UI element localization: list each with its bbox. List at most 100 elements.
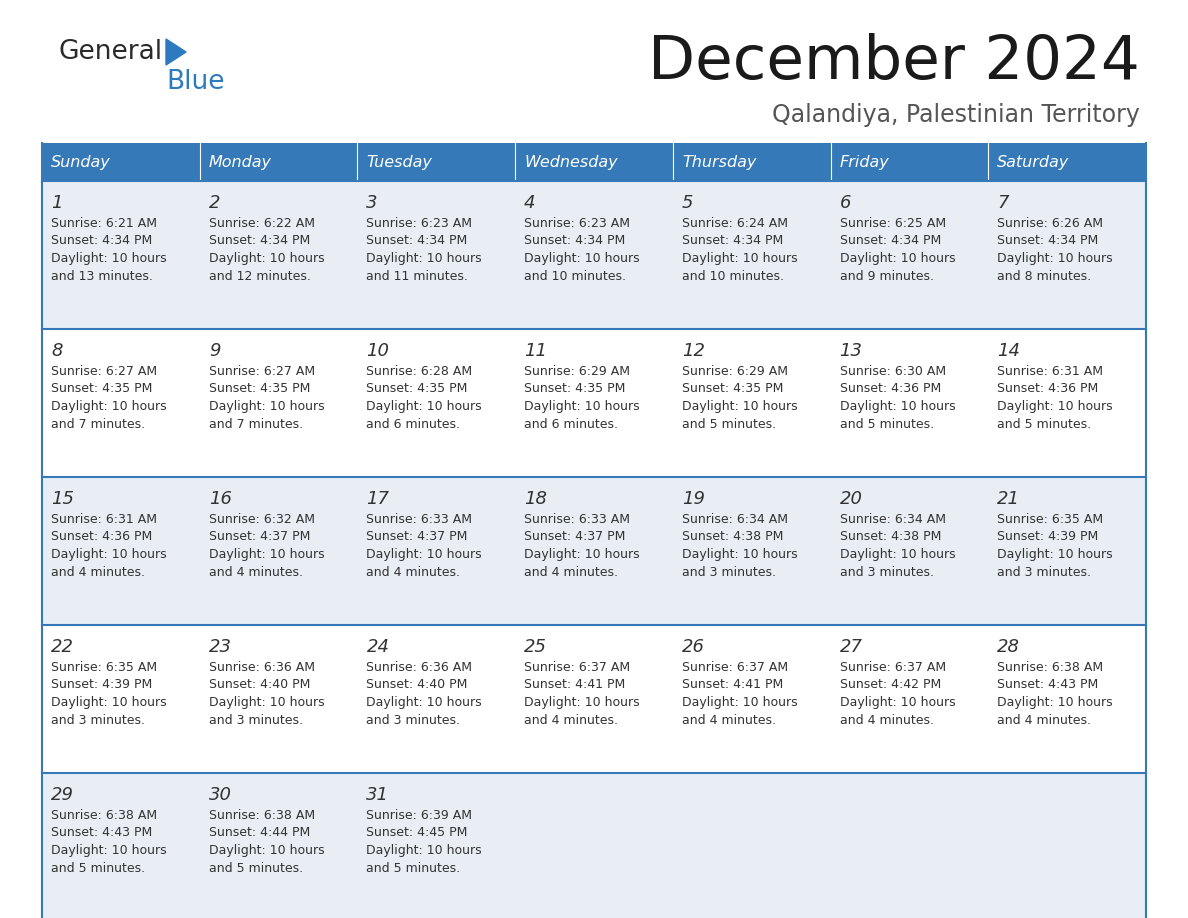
- Text: and 3 minutes.: and 3 minutes.: [682, 565, 776, 578]
- Text: and 4 minutes.: and 4 minutes.: [840, 713, 934, 726]
- Text: Sunrise: 6:34 AM: Sunrise: 6:34 AM: [840, 513, 946, 526]
- Text: Sunrise: 6:24 AM: Sunrise: 6:24 AM: [682, 217, 788, 230]
- Text: Sunrise: 6:21 AM: Sunrise: 6:21 AM: [51, 217, 157, 230]
- Text: Sunset: 4:34 PM: Sunset: 4:34 PM: [997, 234, 1099, 248]
- Text: Daylight: 10 hours: Daylight: 10 hours: [366, 400, 482, 413]
- Text: Daylight: 10 hours: Daylight: 10 hours: [997, 400, 1113, 413]
- Text: Sunset: 4:40 PM: Sunset: 4:40 PM: [209, 678, 310, 691]
- Text: and 4 minutes.: and 4 minutes.: [524, 565, 618, 578]
- Text: Sunrise: 6:35 AM: Sunrise: 6:35 AM: [51, 661, 157, 674]
- Text: Sunset: 4:41 PM: Sunset: 4:41 PM: [682, 678, 783, 691]
- Text: Sunrise: 6:37 AM: Sunrise: 6:37 AM: [840, 661, 946, 674]
- Text: Sunset: 4:34 PM: Sunset: 4:34 PM: [524, 234, 625, 248]
- Bar: [672, 143, 830, 181]
- Text: and 7 minutes.: and 7 minutes.: [51, 418, 145, 431]
- Text: Sunset: 4:34 PM: Sunset: 4:34 PM: [366, 234, 468, 248]
- Text: Daylight: 10 hours: Daylight: 10 hours: [209, 696, 324, 709]
- Text: Sunrise: 6:36 AM: Sunrise: 6:36 AM: [209, 661, 315, 674]
- Text: Sunset: 4:43 PM: Sunset: 4:43 PM: [51, 826, 152, 839]
- Text: Sunset: 4:34 PM: Sunset: 4:34 PM: [840, 234, 941, 248]
- Bar: [988, 143, 1146, 181]
- Text: Sunrise: 6:31 AM: Sunrise: 6:31 AM: [997, 365, 1104, 378]
- Text: Daylight: 10 hours: Daylight: 10 hours: [209, 844, 324, 857]
- Text: Sunset: 4:37 PM: Sunset: 4:37 PM: [209, 531, 310, 543]
- Text: Daylight: 10 hours: Daylight: 10 hours: [997, 252, 1113, 265]
- Text: 23: 23: [209, 638, 232, 656]
- Text: and 4 minutes.: and 4 minutes.: [997, 713, 1092, 726]
- Text: Sunrise: 6:23 AM: Sunrise: 6:23 AM: [366, 217, 473, 230]
- Text: Sunrise: 6:33 AM: Sunrise: 6:33 AM: [366, 513, 473, 526]
- Text: Qalandiya, Palestinian Territory: Qalandiya, Palestinian Territory: [772, 103, 1140, 127]
- Text: and 3 minutes.: and 3 minutes.: [840, 565, 934, 578]
- Text: Sunset: 4:38 PM: Sunset: 4:38 PM: [682, 531, 783, 543]
- Text: and 11 minutes.: and 11 minutes.: [366, 270, 468, 283]
- Text: Sunrise: 6:32 AM: Sunrise: 6:32 AM: [209, 513, 315, 526]
- Text: Sunrise: 6:38 AM: Sunrise: 6:38 AM: [51, 809, 157, 822]
- Text: and 10 minutes.: and 10 minutes.: [682, 270, 784, 283]
- Text: Daylight: 10 hours: Daylight: 10 hours: [366, 844, 482, 857]
- Text: and 5 minutes.: and 5 minutes.: [682, 418, 776, 431]
- Text: Sunset: 4:35 PM: Sunset: 4:35 PM: [682, 383, 783, 396]
- Text: 4: 4: [524, 194, 536, 212]
- Text: and 4 minutes.: and 4 minutes.: [51, 565, 145, 578]
- Text: Sunrise: 6:25 AM: Sunrise: 6:25 AM: [840, 217, 946, 230]
- Bar: [200, 143, 358, 181]
- Text: 8: 8: [51, 342, 63, 360]
- Text: Daylight: 10 hours: Daylight: 10 hours: [682, 696, 797, 709]
- Text: Sunset: 4:37 PM: Sunset: 4:37 PM: [524, 531, 626, 543]
- Text: Sunrise: 6:33 AM: Sunrise: 6:33 AM: [524, 513, 630, 526]
- Text: 26: 26: [682, 638, 704, 656]
- Bar: [42, 143, 200, 181]
- Text: Wednesday: Wednesday: [524, 154, 618, 170]
- Text: Daylight: 10 hours: Daylight: 10 hours: [209, 400, 324, 413]
- Text: and 4 minutes.: and 4 minutes.: [366, 565, 461, 578]
- Text: Sunset: 4:39 PM: Sunset: 4:39 PM: [51, 678, 152, 691]
- Text: Sunset: 4:43 PM: Sunset: 4:43 PM: [997, 678, 1099, 691]
- Text: and 6 minutes.: and 6 minutes.: [524, 418, 618, 431]
- Text: Daylight: 10 hours: Daylight: 10 hours: [524, 252, 640, 265]
- Text: Sunday: Sunday: [51, 154, 110, 170]
- Text: Sunrise: 6:28 AM: Sunrise: 6:28 AM: [366, 365, 473, 378]
- Text: Daylight: 10 hours: Daylight: 10 hours: [840, 548, 955, 561]
- Text: 13: 13: [840, 342, 862, 360]
- Bar: [42, 181, 1146, 329]
- Text: and 5 minutes.: and 5 minutes.: [366, 861, 461, 875]
- Text: Daylight: 10 hours: Daylight: 10 hours: [524, 696, 640, 709]
- Text: 21: 21: [997, 490, 1020, 508]
- Text: Tuesday: Tuesday: [366, 154, 432, 170]
- Text: Daylight: 10 hours: Daylight: 10 hours: [682, 400, 797, 413]
- Text: Daylight: 10 hours: Daylight: 10 hours: [840, 696, 955, 709]
- Text: Daylight: 10 hours: Daylight: 10 hours: [366, 696, 482, 709]
- Text: 29: 29: [51, 786, 74, 804]
- Text: Sunset: 4:39 PM: Sunset: 4:39 PM: [997, 531, 1099, 543]
- Text: Sunset: 4:34 PM: Sunset: 4:34 PM: [682, 234, 783, 248]
- Polygon shape: [166, 39, 187, 65]
- Text: 28: 28: [997, 638, 1020, 656]
- Text: 1: 1: [51, 194, 63, 212]
- Text: Sunset: 4:42 PM: Sunset: 4:42 PM: [840, 678, 941, 691]
- Text: Daylight: 10 hours: Daylight: 10 hours: [682, 548, 797, 561]
- Text: Daylight: 10 hours: Daylight: 10 hours: [840, 400, 955, 413]
- Text: and 5 minutes.: and 5 minutes.: [51, 861, 145, 875]
- Text: Daylight: 10 hours: Daylight: 10 hours: [997, 696, 1113, 709]
- Text: Sunset: 4:45 PM: Sunset: 4:45 PM: [366, 826, 468, 839]
- Text: and 9 minutes.: and 9 minutes.: [840, 270, 934, 283]
- Text: 7: 7: [997, 194, 1009, 212]
- Text: Daylight: 10 hours: Daylight: 10 hours: [682, 252, 797, 265]
- Text: 25: 25: [524, 638, 548, 656]
- Text: and 12 minutes.: and 12 minutes.: [209, 270, 310, 283]
- Text: 30: 30: [209, 786, 232, 804]
- Bar: [42, 773, 1146, 918]
- Text: 3: 3: [366, 194, 378, 212]
- Text: 16: 16: [209, 490, 232, 508]
- Text: 5: 5: [682, 194, 694, 212]
- Text: and 6 minutes.: and 6 minutes.: [366, 418, 461, 431]
- Text: Sunrise: 6:34 AM: Sunrise: 6:34 AM: [682, 513, 788, 526]
- Text: 27: 27: [840, 638, 862, 656]
- Text: and 4 minutes.: and 4 minutes.: [524, 713, 618, 726]
- Text: Daylight: 10 hours: Daylight: 10 hours: [524, 400, 640, 413]
- Text: Daylight: 10 hours: Daylight: 10 hours: [997, 548, 1113, 561]
- Text: Sunrise: 6:27 AM: Sunrise: 6:27 AM: [209, 365, 315, 378]
- Text: and 4 minutes.: and 4 minutes.: [682, 713, 776, 726]
- Text: Saturday: Saturday: [997, 154, 1069, 170]
